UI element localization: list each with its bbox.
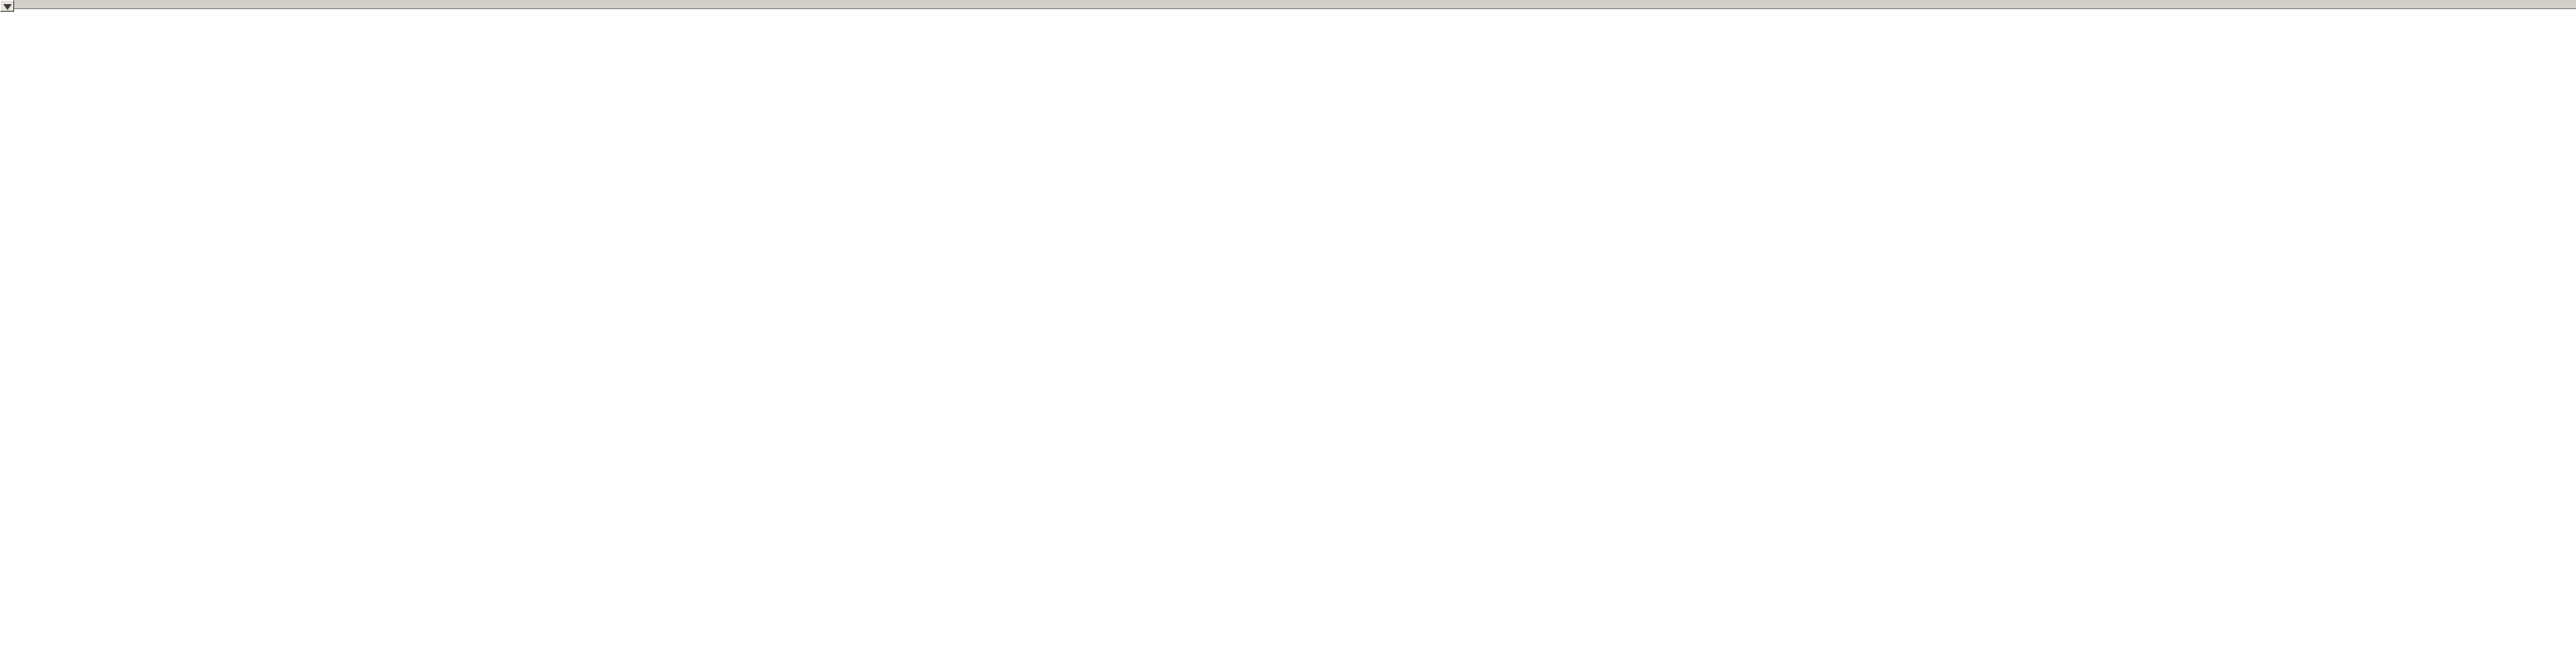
stochastics-pane-dropdown-button[interactable] xyxy=(0,0,14,12)
chart-canvas xyxy=(0,0,250,125)
toolbar-clipped xyxy=(0,0,2576,9)
chevron-down-icon xyxy=(3,3,12,10)
